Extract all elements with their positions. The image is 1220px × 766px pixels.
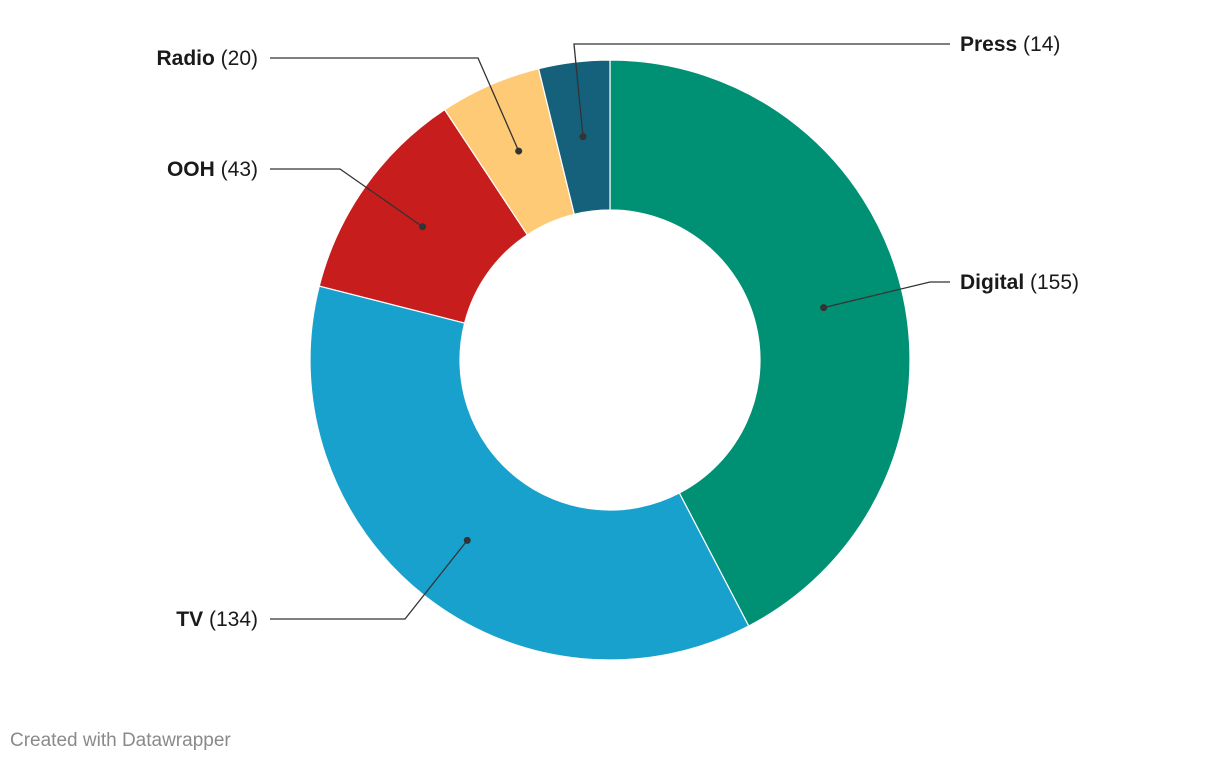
- donut-slices: [309, 59, 911, 661]
- leader-dot-tv: [463, 536, 471, 544]
- leader-line-tv: [270, 539, 468, 620]
- slice-press: [537, 59, 611, 216]
- label-name-press: Press: [960, 33, 1017, 56]
- label-name-digital: Digital: [960, 271, 1024, 294]
- leader-line-radio: [270, 57, 520, 152]
- label-leaders: [270, 43, 950, 620]
- slice-ooh: [318, 108, 529, 324]
- label-ooh: OOH (43): [167, 158, 258, 181]
- slice-digital: [609, 59, 911, 627]
- leader-line-press: [573, 43, 950, 137]
- leader-dot-radio: [515, 147, 523, 155]
- label-radio: Radio (20): [156, 47, 258, 70]
- slice-labels: Digital (155) TV (134) OOH (43) Radio (20) P…: [156, 33, 1079, 631]
- label-value-press: (14): [1017, 33, 1060, 56]
- credit-text: Created with Datawrapper: [10, 730, 231, 751]
- label-name-tv: TV: [176, 608, 203, 631]
- label-press: Press (14): [960, 33, 1060, 56]
- leader-line-digital: [823, 281, 950, 309]
- label-tv: TV (134): [176, 608, 258, 631]
- leader-line-ooh: [270, 168, 423, 228]
- label-digital: Digital (155): [960, 271, 1079, 294]
- label-value-digital: (155): [1024, 271, 1079, 294]
- label-name-radio: Radio: [156, 47, 214, 70]
- leader-dot-digital: [820, 304, 828, 312]
- label-value-tv: (134): [203, 608, 258, 631]
- leader-dot-press: [579, 133, 587, 141]
- leader-dot-ooh: [419, 223, 427, 231]
- label-value-radio: (20): [215, 47, 258, 70]
- slice-tv: [309, 285, 750, 661]
- label-name-ooh: OOH: [167, 158, 215, 181]
- label-value-ooh: (43): [215, 158, 258, 181]
